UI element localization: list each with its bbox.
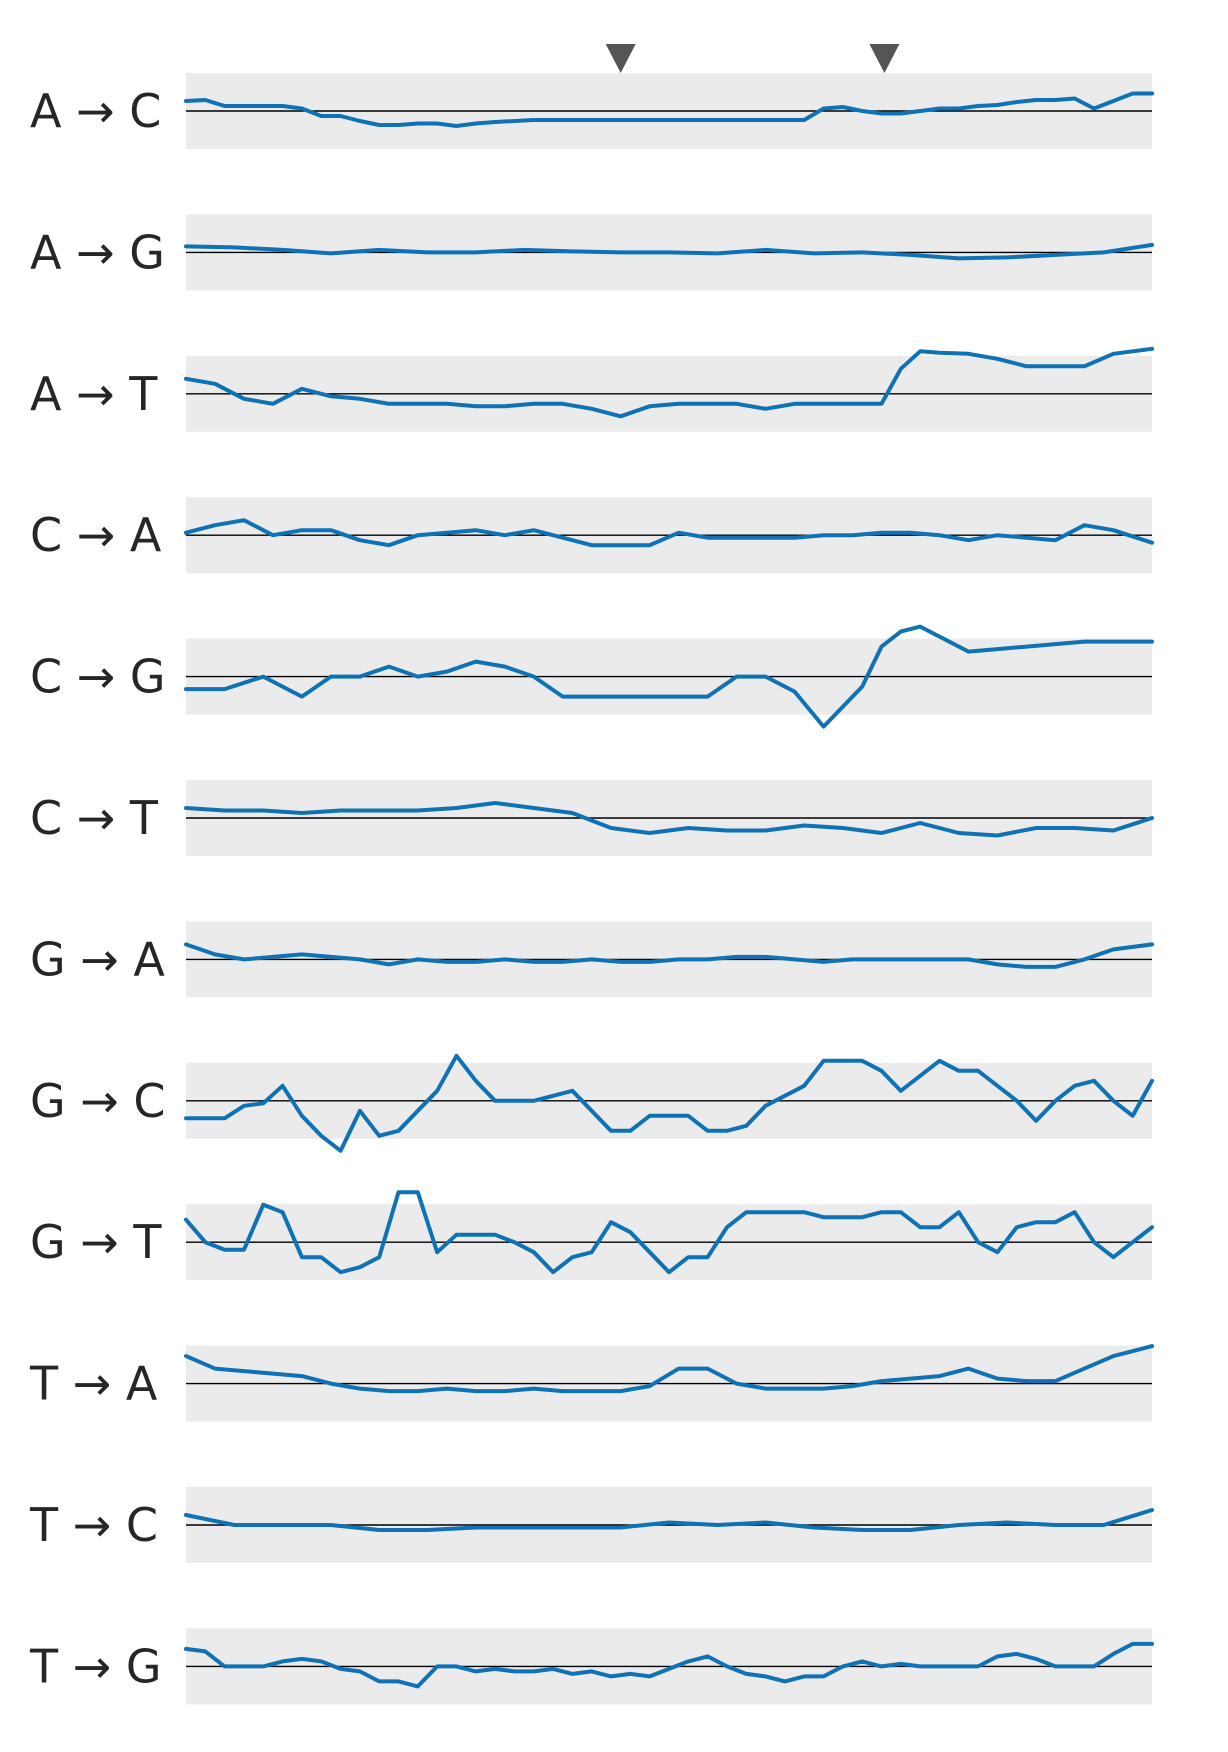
panel-a-to-g: A → G bbox=[30, 214, 1154, 291]
panel-a-to-t: A → T bbox=[30, 346, 1154, 432]
row-label-a-to-c: A → C bbox=[30, 84, 161, 138]
row-label-a-to-t: A → T bbox=[30, 367, 158, 421]
row-label-t-to-g: T → G bbox=[29, 1639, 162, 1693]
row-label-t-to-c: T → C bbox=[29, 1498, 158, 1552]
panel-t-to-g: T → G bbox=[29, 1628, 1154, 1705]
row-label-c-to-t: C → T bbox=[30, 791, 159, 845]
series-line-t-to-c bbox=[184, 1508, 1154, 1532]
series-line-t-to-g bbox=[184, 1641, 1154, 1689]
series-line-t-to-a bbox=[184, 1344, 1154, 1394]
row-label-g-to-a: G → A bbox=[30, 932, 165, 986]
row-label-c-to-g: C → G bbox=[30, 650, 166, 704]
row-label-t-to-a: T → A bbox=[29, 1357, 158, 1411]
row-label-a-to-g: A → G bbox=[30, 225, 165, 279]
series-line-a-to-c bbox=[184, 91, 1154, 128]
marker-triangle-1 bbox=[605, 44, 636, 73]
row-label-c-to-a: C → A bbox=[30, 508, 162, 562]
series-line-c-to-t bbox=[184, 801, 1154, 838]
series-line-a-to-t bbox=[184, 346, 1154, 419]
panel-c-to-a: C → A bbox=[30, 497, 1154, 574]
panel-c-to-t: C → T bbox=[30, 780, 1154, 856]
series-line-g-to-t bbox=[184, 1190, 1154, 1275]
series-line-g-to-a bbox=[184, 942, 1154, 969]
panel-g-to-c: G → C bbox=[30, 1053, 1154, 1153]
series-line-a-to-g bbox=[184, 242, 1154, 261]
series-line-g-to-c bbox=[184, 1053, 1154, 1153]
marker-triangle-2 bbox=[869, 44, 900, 73]
panel-t-to-a: T → A bbox=[29, 1344, 1154, 1422]
row-label-g-to-c: G → C bbox=[30, 1074, 166, 1128]
marker-group bbox=[605, 44, 900, 73]
panel-g-to-t: G → T bbox=[30, 1190, 1154, 1281]
panel-a-to-c: A → C bbox=[30, 73, 1154, 149]
row-label-g-to-t: G → T bbox=[30, 1215, 162, 1269]
panel-t-to-c: T → C bbox=[29, 1487, 1154, 1563]
panel-c-to-g: C → G bbox=[30, 624, 1154, 729]
panels-group: A → C A → G A → T C → A C → G C → T G → A G → C… bbox=[29, 73, 1154, 1705]
series-line-c-to-g bbox=[184, 624, 1154, 729]
series-line-c-to-a bbox=[184, 518, 1154, 548]
panel-g-to-a: G → A bbox=[30, 921, 1154, 998]
